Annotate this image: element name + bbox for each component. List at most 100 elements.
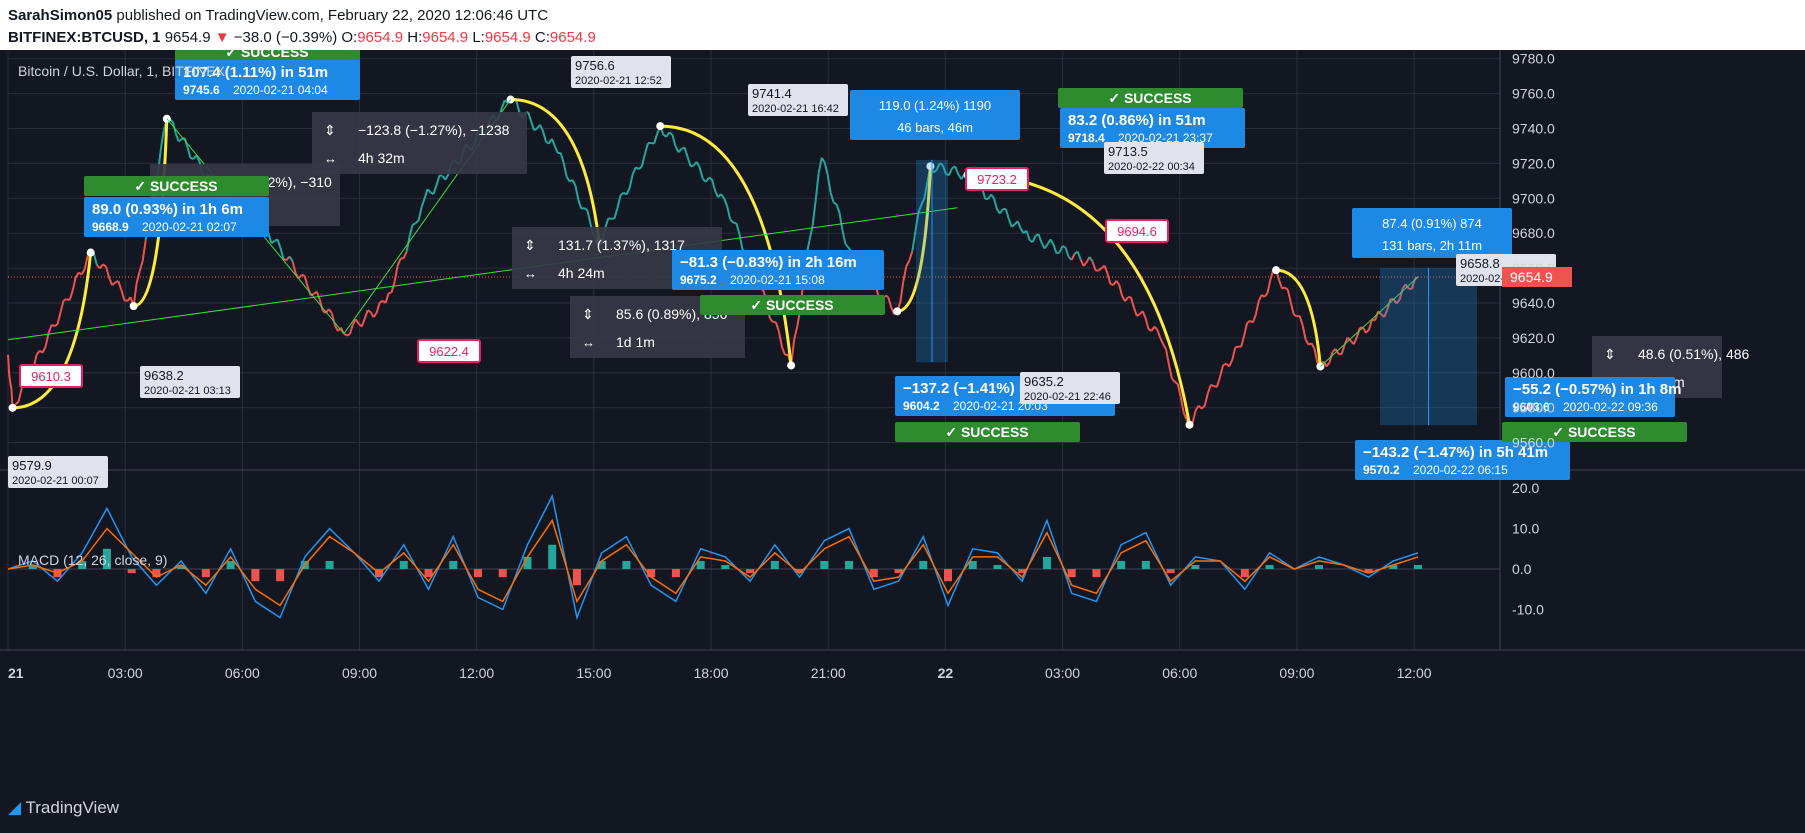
swing-arc [1275,268,1322,367]
price-segment [1281,286,1286,290]
price-segment [1106,273,1112,285]
last-price-tag-label: 9654.9 [1510,269,1553,285]
price-segment [726,205,732,220]
macd-histogram-bar [399,560,408,570]
macd-pane-title: MACD (12, 26, close, 9) [18,552,167,568]
price-segment [408,224,414,237]
price-segment [1153,325,1159,331]
price-segment [1266,280,1272,294]
price-tag-label: 9610.3 [31,369,71,384]
price-segment [71,277,77,292]
price-segment [1203,393,1209,406]
price-segment [159,130,165,150]
move-callout-time: 2020-02-21 02:07 [142,220,237,234]
symbol-name: BITFINEX:BTCUSD, 1 [8,29,161,46]
macd-histogram-bar [944,569,952,582]
price-segment [1352,337,1358,345]
tradingview-logo[interactable]: ◢ TradingView [8,798,119,818]
macd-tick-label: 20.0 [1512,480,1539,496]
price-segment [372,312,378,318]
signal-line [7,518,1419,607]
price-segment [1088,256,1094,263]
macd-histogram-bar [1364,569,1373,574]
macd-histogram-bar [325,560,334,570]
price-segment [412,222,417,226]
price-segment [420,197,426,208]
price-segment [190,156,194,160]
price-segment [59,300,65,313]
price-segment [530,121,536,131]
price-segment [99,263,104,270]
price-segment [1383,309,1389,318]
price-segment [1007,218,1013,228]
price-segment [631,166,637,175]
move-callout [672,250,884,290]
success-badge [175,50,360,62]
price-segment [1115,280,1121,286]
open-label: O: [341,29,358,46]
move-callout-price: 9603.6 [1513,400,1550,414]
price-segment [935,162,941,171]
price-segment [9,382,13,390]
price-segment [1141,310,1147,319]
success-label: ✓ SUCCESS [750,297,833,313]
price-tick-label: 9700.0 [1512,190,1555,206]
price-tick-label: 9760.0 [1512,86,1555,102]
time-tick-label: 21 [8,665,24,681]
price-segment [80,268,86,276]
move-callout-time: 2020-02-21 04:04 [233,83,328,97]
chart-canvas[interactable]: 119.0 (1.24%) 1190 46 bars, 46m 87.4 (0.91… [0,50,1805,788]
macd-histogram-bar [919,560,928,570]
macd-histogram-bar [102,548,111,570]
price-segment [141,240,147,261]
macd-histogram-bar [746,569,755,574]
low-value: 9654.9 [484,29,531,46]
swing-arc [510,98,601,242]
price-segment [990,193,995,199]
price-segment [504,99,509,104]
point-label-price: 9635.2 [1024,374,1064,389]
price-tick-label: 9780.0 [1512,51,1555,67]
price-segment [390,281,396,293]
price-tag-label: 9622.4 [429,344,469,359]
point-label-price: 9638.2 [144,368,184,383]
price-segment [1043,243,1049,250]
macd-histogram-bar [1240,569,1249,578]
macd-histogram-bar [671,569,680,578]
price-segment [1171,377,1176,383]
price-segment [301,273,305,277]
price-segment [105,266,111,278]
price-segment [774,321,780,332]
macd-tick-label: 10.0 [1512,521,1539,537]
price-segment [1222,362,1227,367]
swing-start-dot [8,403,17,412]
price-segment [811,201,817,227]
price-segment [35,350,41,356]
price-segment [829,192,835,203]
price-segment [1110,283,1114,287]
author-name[interactable]: SarahSimon05 [8,7,113,24]
price-segment [1284,286,1289,291]
price-segment [56,311,62,325]
time-tick-label: 03:00 [108,665,143,681]
price-segment [1206,384,1212,394]
macd-histogram-bar [597,560,606,570]
last-price: 9654.9 [164,29,211,46]
last-price-tag [1502,266,1572,287]
price-tick-label: 9640.0 [1512,295,1555,311]
price-segment [1124,296,1129,302]
price-segment [68,290,74,301]
point-label-box [1020,372,1120,404]
macd-histogram-bar [1166,569,1175,574]
low-label: L: [472,29,485,46]
price-segment [178,138,183,143]
price-segment [562,162,568,177]
measure-icon: ⇕ [324,122,336,138]
price-segment [714,189,719,198]
point-label-time: 2020-02-21 00:07 [12,475,99,487]
price-segment [644,142,649,155]
macd-histogram-bar [820,560,829,570]
success-label: ✓ SUCCESS [134,178,217,194]
measure-duration: 4h 24m [558,265,605,281]
price-segment [1368,319,1373,331]
